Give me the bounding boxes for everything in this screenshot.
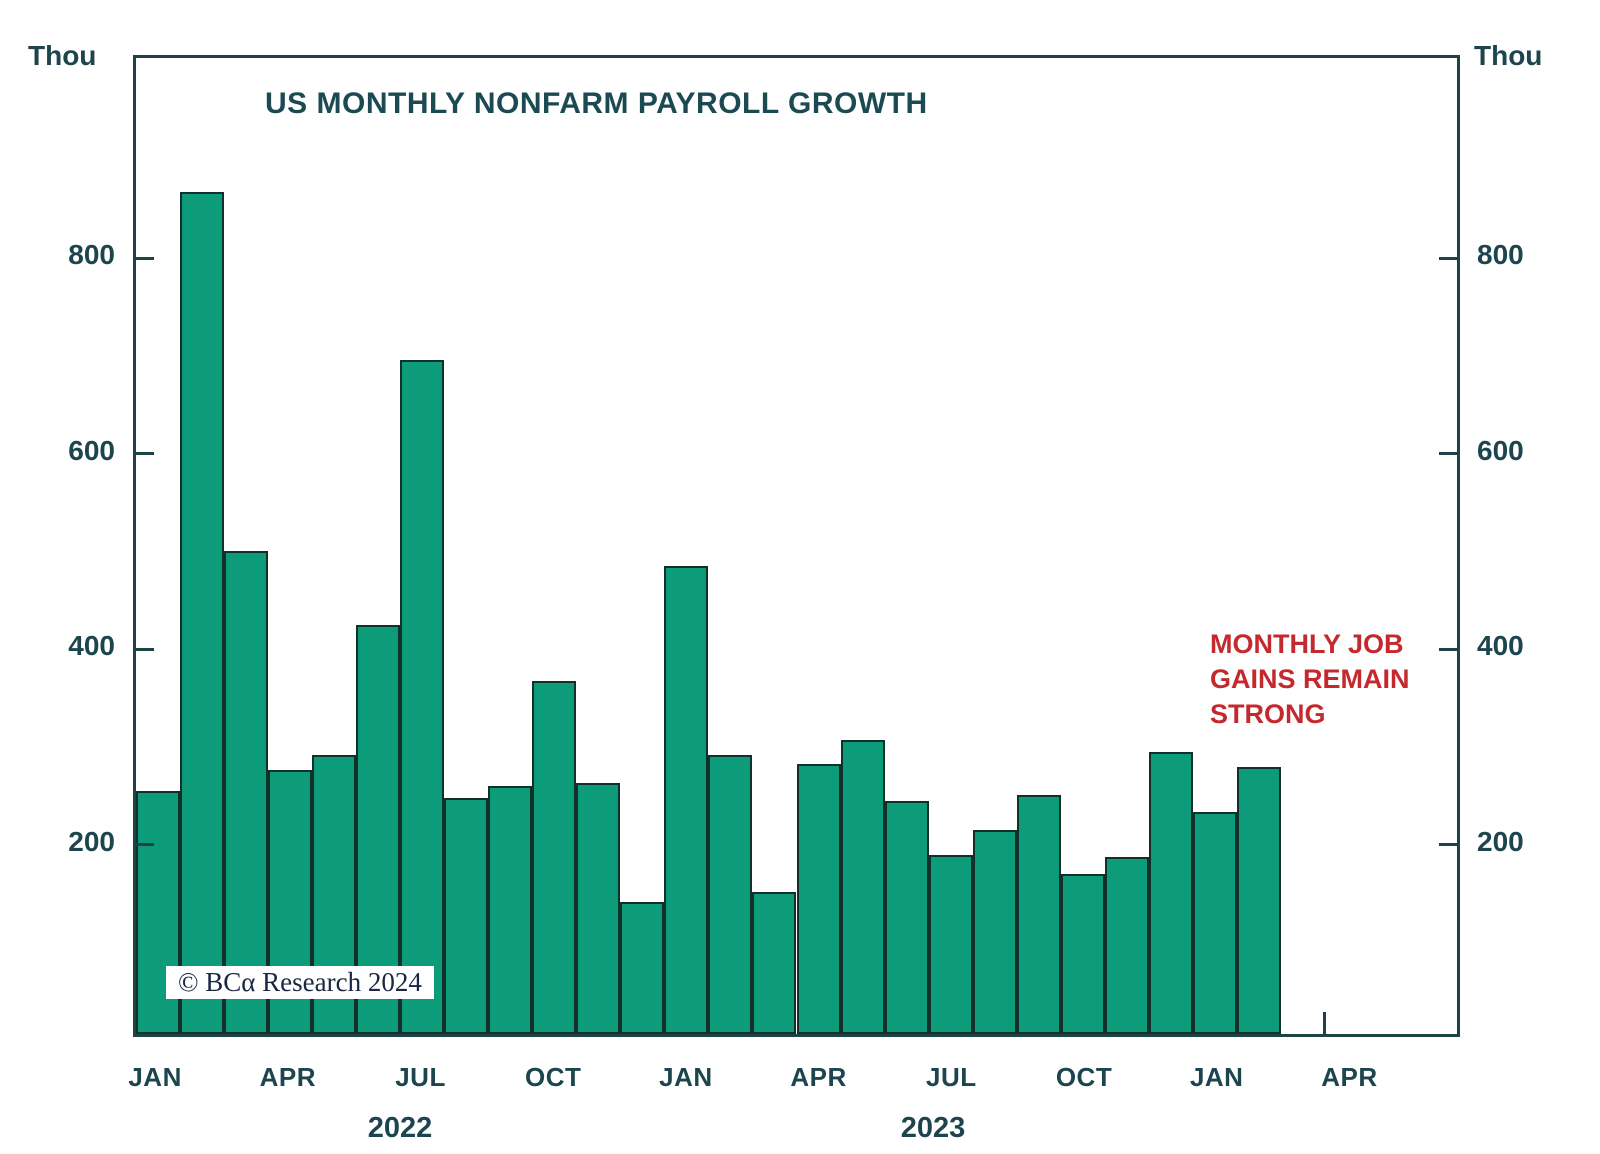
- bar-nov-2023: [1104, 857, 1149, 1034]
- y-axis-tick-left: [136, 647, 154, 651]
- x-axis-month-label: OCT: [525, 1062, 582, 1092]
- bar-nov-2022: [576, 783, 621, 1034]
- chart-title: US MONTHLY NONFARM PAYROLL GROWTH: [265, 87, 928, 120]
- bar-aug-2023: [972, 830, 1017, 1034]
- x-axis-month-label: JUL: [926, 1062, 977, 1092]
- x-axis-month-label: JAN: [128, 1062, 182, 1092]
- x-axis-month-label: APR: [790, 1062, 847, 1092]
- bar-dec-2023: [1148, 752, 1193, 1034]
- annotation-line: MONTHLY JOB: [1210, 629, 1404, 659]
- y-axis-tick-left: [136, 843, 154, 847]
- bar-jun-2022: [356, 625, 401, 1034]
- bar-jun-2023: [884, 800, 929, 1034]
- x-axis-year-label: 2022: [367, 1112, 433, 1144]
- annotation-text: MONTHLY JOB GAINS REMAIN STRONG: [1210, 627, 1410, 732]
- bar-sep-2022: [488, 786, 533, 1034]
- bar-mar-2022: [224, 551, 269, 1034]
- y-axis-tick-label-left: 400: [68, 630, 115, 662]
- annotation-line: STRONG: [1210, 699, 1326, 729]
- bar-aug-2022: [444, 798, 489, 1034]
- y-axis-tick-left: [136, 452, 154, 456]
- y-axis-tick-right: [1439, 452, 1457, 456]
- bar-feb-2024: [1236, 766, 1281, 1034]
- y-axis-tick-label-right: 200: [1477, 825, 1524, 857]
- bar-apr-2023: [796, 764, 841, 1034]
- bar-jan-2024: [1192, 811, 1237, 1034]
- copyright-watermark: © BCα Research 2024: [166, 966, 434, 999]
- y-axis-tick-label-right: 400: [1477, 630, 1524, 662]
- y-axis-unit-label-right: Thou: [1474, 40, 1543, 71]
- y-axis-tick-left: [136, 256, 154, 260]
- bar-dec-2022: [620, 901, 665, 1034]
- y-axis-tick-label-left: 800: [68, 239, 115, 271]
- bar-jul-2023: [928, 855, 973, 1034]
- y-axis-tick-label-right: 800: [1477, 239, 1524, 271]
- plot-area: [136, 58, 1457, 1034]
- x-axis-year-label: 2023: [900, 1112, 966, 1144]
- x-axis-month-label: JAN: [1189, 1062, 1244, 1092]
- x-axis-month-label: JUL: [395, 1062, 446, 1092]
- y-axis-tick-right: [1439, 647, 1457, 651]
- bar-jan-2023: [664, 565, 709, 1034]
- y-axis-tick-label-left: 600: [68, 434, 115, 466]
- bar-jul-2022: [400, 360, 445, 1034]
- bar-sep-2023: [1016, 795, 1061, 1034]
- y-axis-tick-label-left: 200: [68, 825, 115, 857]
- bar-feb-2023: [708, 755, 753, 1034]
- y-axis-unit-label-left: Thou: [28, 40, 97, 71]
- bar-feb-2022: [180, 192, 225, 1034]
- y-axis-tick-label-right: 600: [1477, 434, 1524, 466]
- x-axis-month-label: OCT: [1055, 1062, 1113, 1092]
- y-axis-tick-right: [1439, 256, 1457, 260]
- bar-mar-2023: [752, 892, 797, 1034]
- plot-frame: [133, 55, 1460, 1037]
- annotation-line: GAINS REMAIN: [1210, 664, 1410, 694]
- x-axis-month-label: APR: [1321, 1062, 1378, 1092]
- bar-may-2023: [840, 739, 885, 1034]
- y-axis-tick-right: [1439, 843, 1457, 847]
- x-axis-partial-period-tick: [1323, 1012, 1327, 1034]
- bar-oct-2023: [1060, 873, 1105, 1034]
- x-axis-month-label: APR: [259, 1062, 317, 1092]
- x-axis-month-label: JAN: [659, 1062, 713, 1092]
- bar-oct-2022: [532, 681, 577, 1034]
